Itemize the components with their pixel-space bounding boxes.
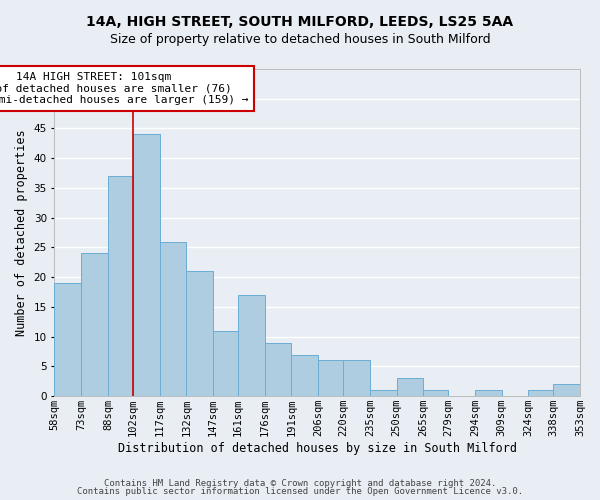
Bar: [292, 354, 318, 396]
Bar: [55, 283, 81, 396]
Bar: [343, 360, 370, 396]
Bar: [423, 390, 448, 396]
Bar: [265, 342, 292, 396]
Bar: [529, 390, 553, 396]
Bar: [318, 360, 343, 396]
Bar: [238, 295, 265, 396]
Bar: [397, 378, 423, 396]
Text: Contains public sector information licensed under the Open Government Licence v3: Contains public sector information licen…: [77, 487, 523, 496]
Bar: [160, 242, 186, 396]
Bar: [370, 390, 397, 396]
Bar: [475, 390, 502, 396]
Text: 14A HIGH STREET: 101sqm
← 32% of detached houses are smaller (76)
68% of semi-de: 14A HIGH STREET: 101sqm ← 32% of detache…: [0, 72, 249, 105]
Text: Size of property relative to detached houses in South Milford: Size of property relative to detached ho…: [110, 32, 490, 46]
Text: 14A, HIGH STREET, SOUTH MILFORD, LEEDS, LS25 5AA: 14A, HIGH STREET, SOUTH MILFORD, LEEDS, …: [86, 15, 514, 29]
Bar: [186, 271, 213, 396]
Text: Contains HM Land Registry data © Crown copyright and database right 2024.: Contains HM Land Registry data © Crown c…: [104, 478, 496, 488]
Y-axis label: Number of detached properties: Number of detached properties: [15, 130, 28, 336]
Bar: [213, 330, 238, 396]
Bar: [133, 134, 160, 396]
X-axis label: Distribution of detached houses by size in South Milford: Distribution of detached houses by size …: [118, 442, 517, 455]
Bar: [108, 176, 133, 396]
Bar: [553, 384, 580, 396]
Bar: [81, 254, 108, 396]
